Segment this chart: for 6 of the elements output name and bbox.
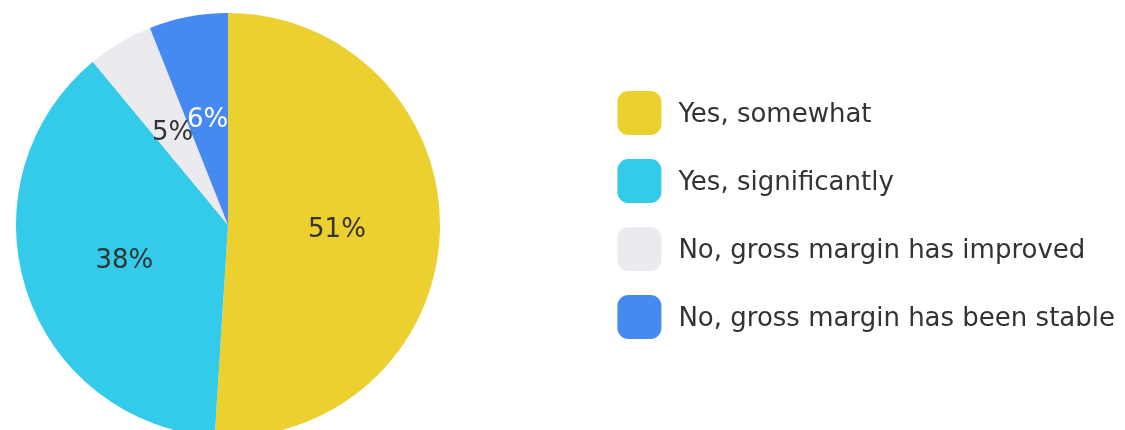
- data-label: 38%: [95, 243, 154, 274]
- legend-label: Yes, somewhat: [677, 98, 872, 128]
- legend-label: Yes, significantly: [677, 166, 894, 196]
- data-label: 51%: [308, 213, 366, 244]
- legend-label: No, gross margin has been stable: [678, 302, 1115, 332]
- legend-label: No, gross margin has improved: [678, 234, 1086, 264]
